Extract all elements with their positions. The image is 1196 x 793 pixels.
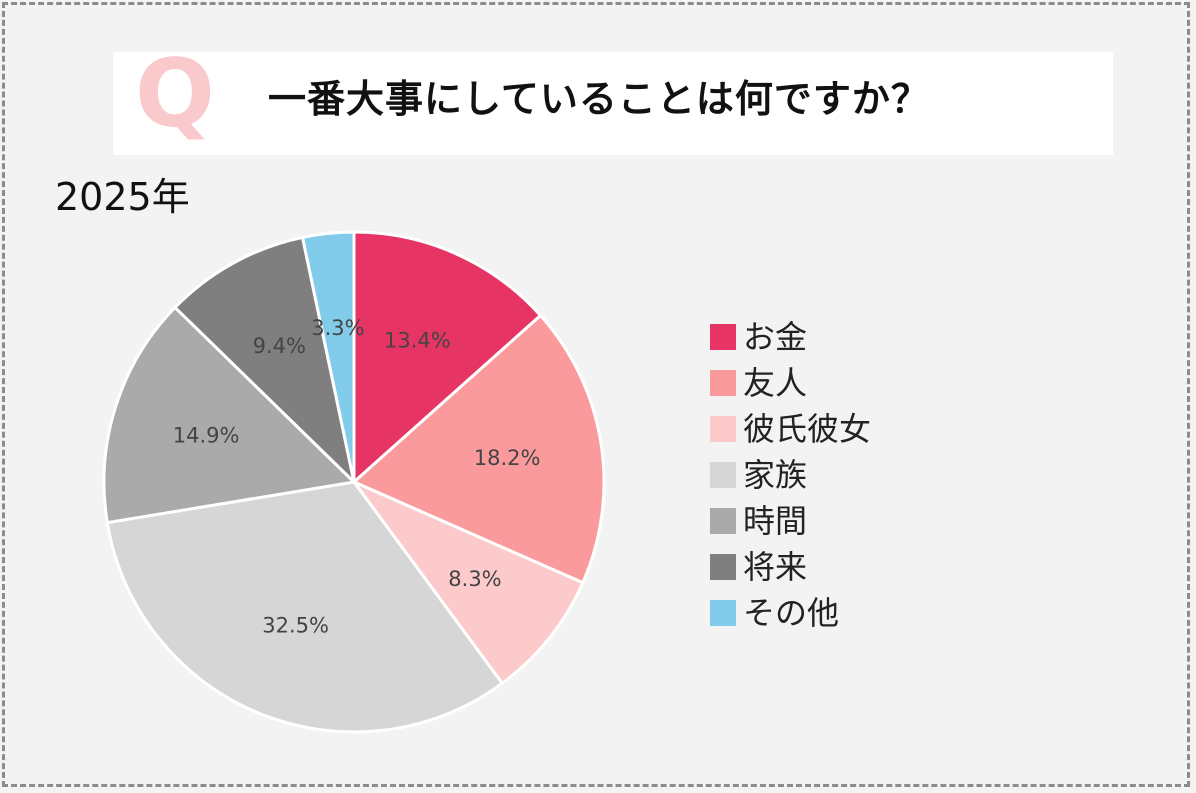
pie-slice-5	[173, 235, 356, 484]
pie-slice-2	[352, 480, 585, 685]
chart-title: 一番大事にしていることは何ですか？	[268, 77, 930, 121]
pie-slice-1	[352, 313, 606, 585]
legend-label-4: 時間	[743, 502, 808, 540]
legend-item-0: お金	[710, 314, 871, 360]
legend-item-5: 将来	[710, 544, 871, 590]
legend-label-2: 彼氏彼女	[743, 410, 872, 448]
pie-slice-6	[301, 230, 356, 484]
legend-item-3: 家族	[710, 452, 871, 498]
legend-label-3: 家族	[743, 456, 808, 494]
chart-subtitle-year: 2025年	[55, 175, 190, 219]
q-mark-icon: Q	[135, 40, 215, 149]
data-label-1: 18.2%	[474, 446, 541, 470]
data-label-5: 9.4%	[253, 334, 306, 358]
legend-label-1: 友人	[743, 364, 808, 402]
legend-label-0: お金	[743, 318, 808, 356]
chart-legend: お金友人彼氏彼女家族時間将来その他	[710, 314, 871, 636]
data-label-0: 13.4%	[384, 329, 451, 353]
legend-swatch-5	[710, 554, 736, 580]
legend-swatch-6	[710, 600, 736, 626]
legend-label-6: その他	[743, 594, 840, 632]
pie-slice-0	[352, 230, 542, 484]
legend-swatch-0	[710, 324, 736, 350]
legend-swatch-1	[710, 370, 736, 396]
data-label-3: 32.5%	[262, 614, 329, 638]
legend-label-5: 将来	[743, 548, 808, 586]
data-label-2: 8.3%	[448, 567, 501, 591]
pie-slice-3	[105, 480, 504, 734]
data-label-6: 3.3%	[311, 316, 364, 340]
data-label-4: 14.9%	[173, 423, 240, 447]
pie-slice-4	[102, 305, 356, 525]
legend-item-2: 彼氏彼女	[710, 406, 871, 452]
legend-swatch-3	[710, 462, 736, 488]
legend-item-1: 友人	[710, 360, 871, 406]
legend-item-6: その他	[710, 590, 871, 636]
title-bar	[113, 52, 1113, 155]
legend-item-4: 時間	[710, 498, 871, 544]
legend-swatch-2	[710, 416, 736, 442]
legend-swatch-4	[710, 508, 736, 534]
